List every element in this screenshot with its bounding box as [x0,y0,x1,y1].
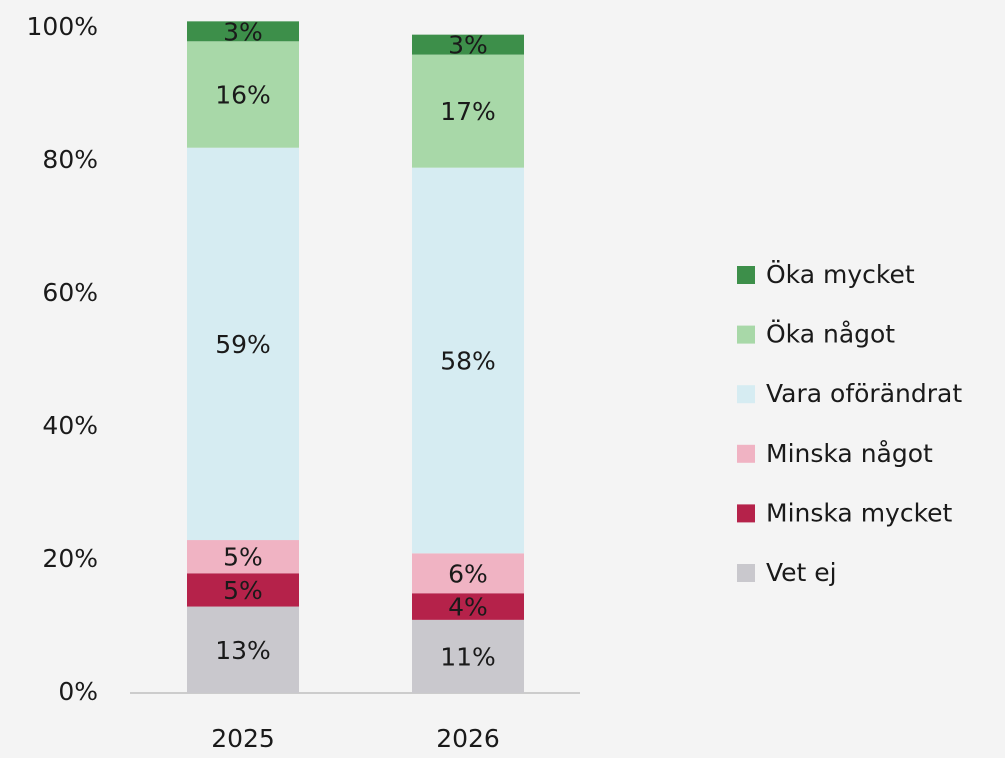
y-tick-label: 0% [58,677,98,706]
y-tick-label: 40% [42,411,98,440]
data-label: 59% [215,330,271,359]
bar-segment [412,167,524,554]
bar-segment [187,606,299,693]
bar-segment [412,34,524,55]
bar-segment [187,21,299,42]
legend-label: Minska något [766,439,933,468]
data-label: 11% [440,642,496,671]
data-label: 16% [215,81,271,110]
data-label: 4% [448,593,488,622]
data-label: 5% [223,543,263,572]
data-label: 17% [440,97,496,126]
data-label: 13% [215,636,271,665]
legend-swatch [737,325,755,344]
legend-label: Öka något [766,320,895,349]
y-tick-label: 80% [42,145,98,174]
bar-segment [412,54,524,168]
y-tick-label: 60% [42,278,98,307]
legend-swatch [737,444,755,463]
data-label: 3% [448,31,488,60]
bar-segment [187,147,299,541]
legend-swatch [737,266,755,284]
y-tick-label: 100% [27,12,98,41]
legend-label: Vet ej [766,558,837,587]
bar-segment [187,540,299,574]
x-tick-label: 2026 [436,724,500,753]
bar-segment [412,593,524,620]
bar-segment [412,619,524,693]
legend-swatch [737,564,755,582]
data-label: 3% [223,17,263,46]
legend-swatch [737,385,755,404]
bar-segment [187,573,299,607]
data-label: 5% [223,576,263,605]
legend-swatch [737,504,755,523]
bar-segment [187,41,299,148]
legend-label: Minska mycket [766,498,953,527]
legend-label: Vara oförändrat [766,379,962,408]
legend-label: Öka mycket [766,260,915,289]
data-label: 6% [448,559,488,588]
bar-segment [412,553,524,594]
y-tick-label: 20% [42,544,98,573]
data-label: 58% [440,347,496,376]
x-tick-label: 2025 [211,724,275,753]
